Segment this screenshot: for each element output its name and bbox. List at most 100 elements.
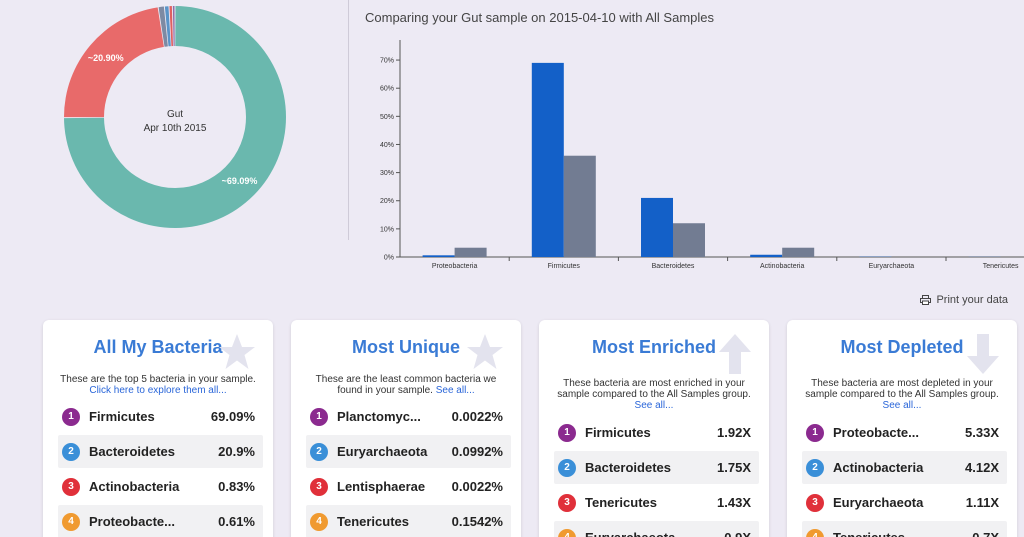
donut-slice-actinobacteria[interactable] [158, 6, 168, 47]
list-item[interactable]: 1 Proteobacte... 5.33X [802, 416, 1007, 449]
rank-badge: 1 [62, 407, 80, 426]
list-item[interactable]: 2 Bacteroidetes 1.75X [554, 451, 759, 484]
donut-slice-bacteroidetes[interactable] [64, 7, 164, 118]
bacteria-value: 0.1542% [451, 514, 503, 529]
x-tick-label: Firmicutes [548, 263, 581, 270]
bacteria-value: 0.0022% [451, 479, 503, 494]
bacteria-value: 20.9% [218, 444, 255, 459]
bacteria-name: Lentisphaerae [337, 479, 426, 494]
card-list: 1 Firmicutes 1.92X 2 Bacteroidetes 1.75X 3 Tene… [554, 416, 759, 537]
donut-slice-label: ~20.90% [88, 53, 124, 63]
arrow-up-icon [717, 332, 753, 381]
card-most-unique: Most Unique These are the least common ba… [291, 320, 521, 537]
donut-center-line1: Gut [167, 109, 183, 120]
bar-proteobacteria-0[interactable] [422, 255, 455, 257]
bacteria-value: 0.9X [724, 530, 751, 537]
bar-actinobacteria-0[interactable] [750, 254, 783, 257]
list-item[interactable]: 3 Tenericutes 1.43X [554, 486, 759, 519]
bar-actinobacteria-1[interactable] [782, 247, 815, 257]
bacteria-name: Actinobacteria [89, 479, 180, 494]
y-tick-label: 40% [380, 142, 394, 149]
rank-badge: 2 [310, 442, 328, 461]
donut-slice-other[interactable] [169, 6, 173, 47]
bar-proteobacteria-1[interactable] [454, 247, 487, 257]
list-item[interactable]: 2 Euryarchaeota 0.0992% [306, 435, 511, 468]
star-icon [217, 332, 257, 377]
bacteria-name: Tenericutes [337, 514, 410, 529]
rank-badge: 2 [62, 442, 80, 461]
card-see-all-link[interactable]: Click here to explore them all... [89, 385, 227, 396]
rank-badge: 2 [558, 458, 576, 477]
x-tick-label: Euryarchaeota [869, 263, 915, 270]
y-tick-label: 50% [380, 114, 394, 121]
bacteria-value: 5.33X [965, 425, 999, 440]
arrow-down-icon [965, 332, 1001, 381]
bar-firmicutes-0[interactable] [531, 62, 564, 257]
bacteria-name: Firmicutes [585, 425, 651, 440]
donut-slice-other2[interactable] [172, 6, 175, 47]
bar-chart: 0% 10% 20% 30% 40% 50% 60% 70% Proteobacteria Fir… [380, 40, 1024, 270]
bacteria-value: 1.75X [717, 460, 751, 475]
card-title: All My Bacteria [93, 337, 223, 357]
bacteria-name: Firmicutes [89, 409, 155, 424]
bacteria-value: 0.7X [972, 530, 999, 537]
card-description: These bacteria are most enriched in your… [551, 378, 757, 411]
card-see-all-link[interactable]: See all... [634, 400, 674, 411]
print-data-link[interactable]: Print your data [920, 294, 1008, 306]
bacteria-name: Tenericutes [585, 495, 658, 510]
list-item[interactable]: 3 Euryarchaeota 1.11X [802, 486, 1007, 519]
card-most-enriched: Most Enriched These bacteria are most enr… [539, 320, 769, 537]
print-data-label: Print your data [936, 294, 1008, 306]
bacteria-value: 1.11X [965, 495, 999, 510]
bacteria-value: 0.0022% [451, 409, 503, 424]
rank-badge: 1 [806, 423, 824, 442]
rank-badge: 3 [62, 477, 80, 496]
donut-slice-proteobacteria[interactable] [164, 6, 171, 47]
bacteria-value: 69.09% [210, 409, 255, 424]
rank-badge: 3 [558, 493, 576, 512]
card-description-text: These are the top 5 bacteria in your sam… [60, 374, 256, 385]
list-item[interactable]: 1 Planctomyc... 0.0022% [306, 400, 511, 433]
rank-badge: 3 [806, 493, 824, 512]
card-see-all-link[interactable]: See all... [435, 385, 475, 396]
bacteria-name: Proteobacte... [89, 514, 175, 529]
list-item[interactable]: 1 Firmicutes 69.09% [58, 400, 263, 433]
card-title: Most Enriched [591, 337, 716, 357]
rank-badge: 1 [310, 407, 328, 426]
rank-badge: 1 [558, 423, 576, 442]
bar-chart-title: Comparing your Gut sample on 2015-04-10 … [365, 10, 715, 25]
card-description: These are the top 5 bacteria in your sam… [55, 374, 261, 396]
bar-firmicutes-1[interactable] [563, 155, 596, 257]
card-list: 1 Proteobacte... 5.33X 2 Actinobacteria 4.12X… [802, 416, 1007, 537]
bacteria-value: 4.12X [965, 460, 999, 475]
x-tick-label: Bacteroidetes [652, 263, 695, 270]
list-item[interactable]: 2 Bacteroidetes 20.9% [58, 435, 263, 468]
donut-slice-label: ~69.09% [222, 176, 258, 186]
list-item[interactable]: 3 Actinobacteria 0.83% [58, 470, 263, 503]
card-description-text: These bacteria are most enriched in your… [557, 378, 751, 400]
bacteria-name: Bacteroidetes [89, 444, 175, 459]
bar-bacteroidetes-1[interactable] [673, 223, 705, 257]
card-title: Most Depleted [840, 337, 964, 357]
list-item[interactable]: 4 Tenericutes 0.1542% [306, 505, 511, 537]
bacteria-value: 1.43X [717, 495, 751, 510]
rank-badge: 4 [62, 512, 80, 531]
list-item[interactable]: 4 Proteobacte... 0.61% [58, 505, 263, 537]
list-item[interactable]: 1 Firmicutes 1.92X [554, 416, 759, 449]
donut-center-line2: Apr 10th 2015 [144, 123, 207, 134]
card-list: 1 Firmicutes 69.09% 2 Bacteroidetes 20.9% 3 Act… [58, 400, 263, 537]
bar-bacteroidetes-0[interactable] [641, 197, 673, 257]
card-see-all-link[interactable]: See all... [882, 400, 922, 411]
y-tick-label: 70% [380, 58, 394, 65]
donut-slice-firmicutes[interactable] [64, 6, 287, 229]
list-item[interactable]: 3 Lentisphaerae 0.0022% [306, 470, 511, 503]
bacteria-name: Euryarchaeota [337, 444, 428, 459]
rank-badge: 4 [310, 512, 328, 531]
bacteria-name: Bacteroidetes [585, 460, 671, 475]
bacteria-name: Euryarchaeota [833, 495, 924, 510]
card-most-depleted: Most Depleted These bacteria are most dep… [787, 320, 1017, 537]
x-tick-label: Tenericutes [983, 263, 1019, 270]
list-item[interactable]: 2 Actinobacteria 4.12X [802, 451, 1007, 484]
